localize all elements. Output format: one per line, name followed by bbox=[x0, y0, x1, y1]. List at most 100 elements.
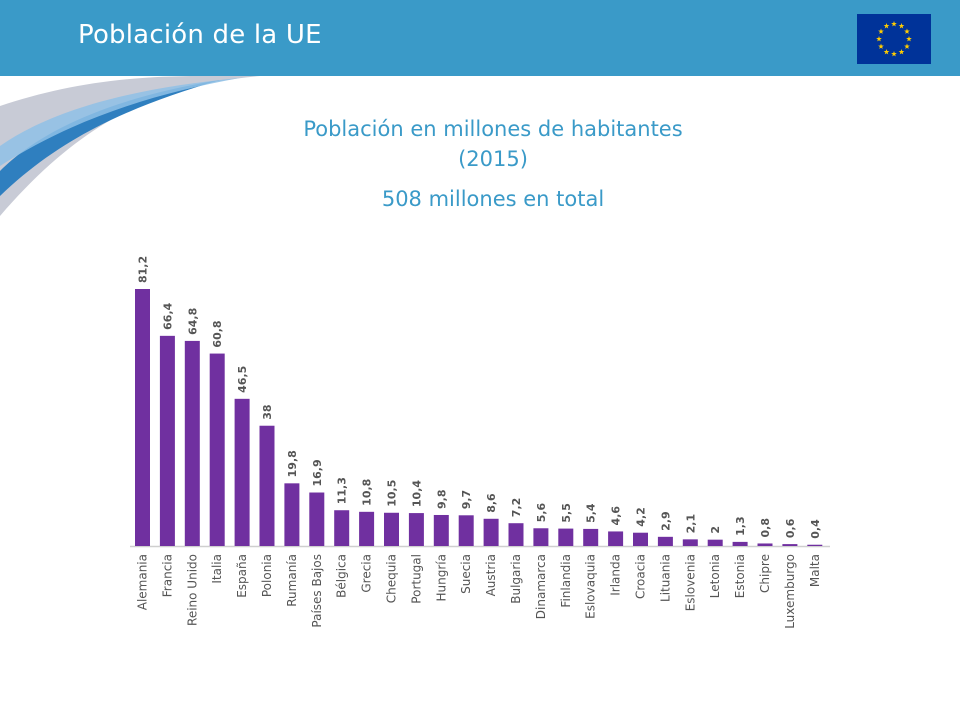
bar-27 bbox=[807, 544, 823, 546]
category-label-14: Austria bbox=[484, 554, 498, 596]
data-label-24: 1,3 bbox=[734, 516, 747, 536]
bar-21 bbox=[657, 536, 673, 546]
category-label-1: Francia bbox=[160, 554, 174, 597]
data-label-1: 66,4 bbox=[161, 302, 174, 329]
bar-13 bbox=[458, 515, 474, 546]
bar-1 bbox=[159, 335, 175, 546]
decorative-swoosh bbox=[0, 76, 260, 216]
flag-star bbox=[878, 28, 884, 34]
flag-star bbox=[891, 21, 897, 27]
flag-star bbox=[883, 23, 890, 29]
data-label-2: 64,8 bbox=[186, 308, 199, 335]
bar-15 bbox=[508, 523, 524, 546]
slide-title: Población de la UE bbox=[78, 20, 322, 50]
category-label-26: Luxemburgo bbox=[783, 554, 797, 629]
category-label-7: Países Bajos bbox=[310, 554, 324, 628]
flag-star bbox=[904, 28, 910, 34]
flag-star bbox=[876, 36, 882, 42]
data-label-0: 81,2 bbox=[137, 256, 150, 283]
category-label-23: Letonia bbox=[708, 554, 722, 598]
bar-17 bbox=[558, 528, 574, 546]
flag-star bbox=[878, 43, 884, 49]
flag-star bbox=[904, 43, 910, 49]
flag-star bbox=[906, 36, 912, 42]
bar-12 bbox=[433, 514, 449, 546]
category-label-0: Alemania bbox=[136, 554, 150, 610]
data-label-10: 10,5 bbox=[386, 480, 399, 507]
category-label-2: Reino Unido bbox=[185, 554, 199, 626]
bar-9 bbox=[359, 511, 375, 546]
data-label-6: 19,8 bbox=[286, 450, 299, 477]
data-label-23: 2 bbox=[709, 526, 722, 534]
category-label-3: Italia bbox=[210, 554, 224, 584]
bar-22 bbox=[682, 539, 698, 546]
data-label-19: 4,6 bbox=[610, 506, 623, 526]
data-label-3: 60,8 bbox=[211, 320, 224, 347]
header-bar: Población de la UE bbox=[0, 0, 960, 76]
bar-18 bbox=[583, 528, 599, 546]
bar-6 bbox=[284, 483, 300, 546]
bar-0 bbox=[135, 289, 150, 546]
category-label-9: Grecia bbox=[360, 554, 374, 593]
category-label-21: Lituania bbox=[658, 554, 672, 602]
bar-11 bbox=[408, 513, 424, 546]
data-label-12: 9,8 bbox=[435, 489, 448, 509]
bar-25 bbox=[757, 543, 773, 546]
bar-19 bbox=[608, 531, 624, 546]
category-label-15: Bulgaria bbox=[509, 554, 523, 604]
bar-3 bbox=[209, 353, 225, 546]
category-label-22: Eslovenia bbox=[683, 554, 697, 611]
flag-star bbox=[898, 48, 905, 55]
category-label-11: Portugal bbox=[409, 554, 423, 604]
bar-10 bbox=[384, 512, 399, 546]
category-label-27: Malta bbox=[808, 554, 822, 587]
category-label-19: Irlanda bbox=[609, 554, 623, 596]
flag-star bbox=[883, 48, 890, 55]
data-label-25: 0,8 bbox=[759, 518, 772, 538]
data-label-11: 10,4 bbox=[410, 480, 423, 507]
data-label-16: 5,6 bbox=[535, 502, 548, 522]
data-label-20: 4,2 bbox=[635, 507, 648, 527]
data-label-21: 2,9 bbox=[659, 511, 672, 531]
category-label-5: Polonia bbox=[260, 554, 274, 597]
bar-8 bbox=[334, 510, 350, 546]
category-label-17: Finlandia bbox=[559, 554, 573, 608]
data-label-5: 38 bbox=[261, 404, 274, 419]
bar-26 bbox=[782, 544, 798, 546]
category-label-20: Croacia bbox=[634, 554, 648, 599]
category-label-25: Chipre bbox=[758, 554, 772, 593]
category-label-16: Dinamarca bbox=[534, 554, 548, 619]
data-label-8: 11,3 bbox=[336, 477, 349, 504]
flag-star bbox=[898, 23, 905, 29]
data-label-13: 9,7 bbox=[460, 490, 473, 510]
data-label-4: 46,5 bbox=[236, 366, 249, 393]
data-label-7: 16,9 bbox=[311, 459, 324, 486]
category-label-4: España bbox=[235, 554, 249, 598]
data-label-22: 2,1 bbox=[684, 514, 697, 534]
category-label-10: Chequia bbox=[385, 554, 399, 603]
data-label-27: 0,4 bbox=[809, 519, 822, 539]
bar-14 bbox=[483, 518, 499, 546]
total-label: 508 millones en total bbox=[381, 187, 605, 211]
category-label-6: Rumanía bbox=[285, 554, 299, 607]
eu-flag-icon bbox=[857, 14, 931, 64]
data-label-18: 5,4 bbox=[585, 503, 598, 523]
bar-24 bbox=[732, 541, 748, 546]
bar-23 bbox=[707, 539, 723, 546]
bar-4 bbox=[234, 398, 250, 546]
flag-star bbox=[891, 51, 897, 57]
bar-2 bbox=[184, 340, 200, 546]
category-label-12: Hungría bbox=[434, 554, 448, 601]
data-label-26: 0,6 bbox=[784, 518, 797, 538]
bar-16 bbox=[533, 528, 549, 546]
bar-20 bbox=[633, 532, 648, 546]
data-label-17: 5,5 bbox=[560, 503, 573, 523]
category-label-8: Bélgica bbox=[335, 554, 349, 598]
chart-subtitle: Población en millones de habitantes (201… bbox=[303, 117, 683, 171]
data-label-15: 7,2 bbox=[510, 498, 523, 518]
category-label-24: Estonia bbox=[733, 554, 747, 598]
bar-7 bbox=[309, 492, 325, 546]
bar-5 bbox=[259, 425, 275, 546]
category-label-13: Suecia bbox=[459, 554, 473, 594]
